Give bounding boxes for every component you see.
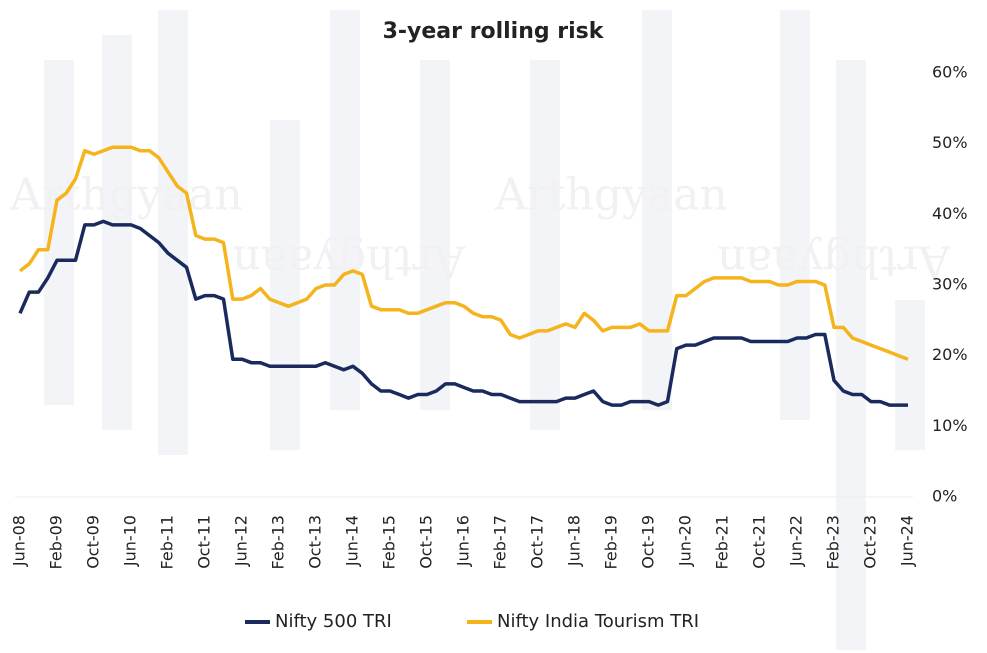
- x-tick-label: Jun-10: [121, 515, 140, 567]
- chart-title: 3-year rolling risk: [383, 19, 605, 44]
- x-tick-label: Feb-11: [158, 515, 177, 569]
- x-tick-label: Feb-13: [269, 515, 288, 569]
- background-bands: [44, 10, 925, 650]
- x-tick-label: Jun-20: [676, 515, 695, 567]
- watermarks: Arthgyaan Arthgyaan Arthgyaan Arthgyaan: [9, 170, 951, 287]
- x-tick-label: Oct-09: [84, 515, 103, 569]
- x-tick-label: Oct-17: [528, 515, 547, 569]
- x-tick-label: Feb-17: [491, 515, 510, 569]
- x-tick-label: Oct-13: [306, 515, 325, 569]
- x-tick-label: Jun-12: [232, 515, 251, 567]
- watermark: Arthgyaan: [232, 236, 466, 287]
- watermark: Arthgyaan: [717, 236, 951, 287]
- x-tick-label: Feb-21: [713, 515, 732, 569]
- series-line: [18, 145, 909, 361]
- x-tick-label: Jun-22: [787, 515, 806, 567]
- x-tick-label: Feb-23: [824, 515, 843, 569]
- legend-label: Nifty India Tourism TRI: [497, 611, 699, 632]
- y-tick-label: 60%: [932, 63, 968, 82]
- watermark: Arthgyaan: [494, 170, 728, 221]
- y-tick-label: 0%: [932, 487, 957, 506]
- x-tick-label: Oct-19: [639, 515, 658, 569]
- y-tick-label: 50%: [932, 133, 968, 152]
- x-tick-label: Jun-08: [10, 515, 29, 567]
- x-tick-label: Jun-14: [343, 515, 362, 567]
- legend-label: Nifty 500 TRI: [275, 611, 392, 632]
- series-line: [18, 219, 908, 407]
- x-tick-label: Oct-11: [195, 515, 214, 569]
- watermark: Arthgyaan: [9, 170, 243, 221]
- y-tick-label: 20%: [932, 345, 968, 364]
- y-tick-label: 30%: [932, 275, 968, 294]
- y-tick-label: 40%: [932, 204, 968, 223]
- y-tick-label: 10%: [932, 416, 968, 435]
- x-tick-label: Jun-18: [565, 515, 584, 567]
- x-tick-label: Jun-24: [898, 515, 917, 567]
- x-tick-label: Oct-23: [861, 515, 880, 569]
- x-tick-label: Feb-15: [380, 515, 399, 569]
- x-tick-label: Oct-21: [750, 515, 769, 569]
- x-tick-label: Jun-16: [454, 515, 473, 567]
- x-tick-label: Feb-19: [602, 515, 621, 569]
- x-tick-label: Feb-09: [47, 515, 66, 569]
- x-tick-label: Oct-15: [417, 515, 436, 569]
